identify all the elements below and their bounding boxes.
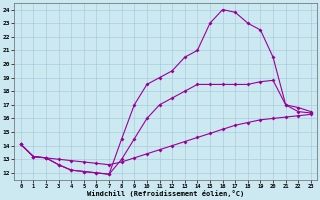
X-axis label: Windchill (Refroidissement éolien,°C): Windchill (Refroidissement éolien,°C) — [87, 190, 244, 197]
